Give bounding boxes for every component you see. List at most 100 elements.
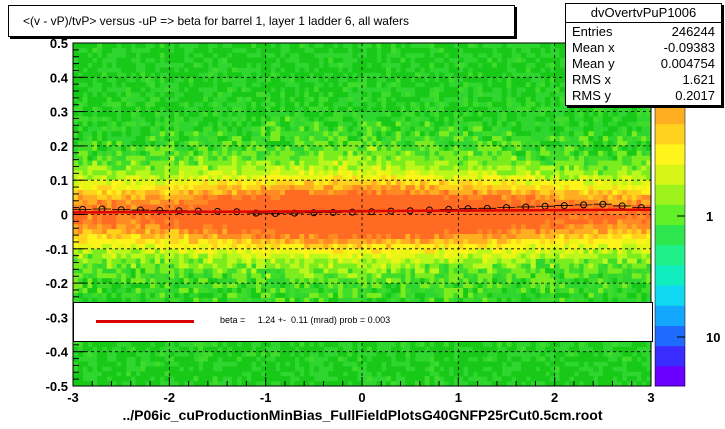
heatmap-cell (482, 57, 488, 63)
heatmap-cell (299, 67, 305, 73)
heatmap-cell (125, 253, 132, 259)
heatmap-cell (251, 111, 257, 117)
heatmap-cell (520, 248, 527, 255)
heatmap-cell (97, 248, 103, 255)
heatmap-cell (520, 234, 527, 240)
heatmap-cell (395, 248, 401, 255)
heatmap-cell (154, 57, 161, 63)
heatmap-cell (520, 361, 527, 367)
heatmap-cell (424, 131, 430, 137)
heatmap-cell (371, 82, 377, 88)
heatmap-cell (116, 239, 122, 245)
heatmap-cell (178, 288, 185, 294)
heatmap-cell (246, 258, 252, 264)
heatmap-cell (405, 278, 411, 284)
heatmap-cell (496, 47, 503, 54)
heatmap-cell (169, 77, 175, 83)
heatmap-cell (516, 141, 522, 147)
heatmap-cell (207, 258, 214, 264)
heatmap-cell (386, 361, 392, 367)
heatmap-cell (198, 341, 204, 348)
heatmap-cell (323, 199, 329, 206)
heatmap-cell (174, 175, 180, 181)
heatmap-cell (362, 96, 368, 103)
heatmap-cell (477, 175, 483, 181)
heatmap-cell (193, 185, 199, 191)
heatmap-cell (304, 214, 310, 220)
heatmap-cell (193, 145, 199, 152)
heatmap-cell (77, 175, 84, 181)
heatmap-cell (188, 175, 194, 181)
heatmap-cell (212, 283, 218, 289)
heatmap-cell (299, 52, 305, 59)
heatmap-cell (496, 361, 503, 367)
heatmap-cell (140, 204, 146, 210)
heatmap-cell (145, 194, 151, 201)
heatmap-cell (458, 371, 464, 377)
heatmap-cell (159, 356, 165, 362)
heatmap-cell (222, 121, 228, 127)
heatmap-cell (328, 160, 334, 166)
heatmap-cell (309, 57, 315, 63)
heatmap-cell (121, 204, 127, 210)
heatmap-cell (506, 253, 512, 259)
heatmap-cell (357, 180, 363, 186)
heatmap-cell (241, 219, 247, 225)
heatmap-cell (73, 62, 79, 68)
heatmap-cell (164, 160, 170, 166)
heatmap-cell (299, 248, 305, 255)
heatmap-cell (439, 180, 445, 186)
heatmap-cell (77, 253, 84, 259)
heatmap-cell (424, 82, 430, 88)
heatmap-cell (106, 381, 112, 387)
heatmap-cell (405, 141, 411, 147)
heatmap-cell (207, 204, 214, 210)
heatmap-cell (347, 239, 353, 245)
heatmap-cell (198, 243, 204, 250)
heatmap-cell (477, 155, 483, 161)
heatmap-cell (222, 170, 228, 176)
heatmap-cell (284, 106, 291, 112)
heatmap-cell (265, 141, 271, 147)
heatmap-cell (492, 268, 498, 274)
heatmap-cell (116, 190, 122, 196)
heatmap-cell (97, 268, 103, 274)
heatmap-cell (246, 141, 252, 147)
heatmap-cell (516, 214, 522, 220)
heatmap-cell (174, 214, 180, 220)
heatmap-cell (323, 194, 329, 201)
heatmap-cell (150, 136, 156, 142)
heatmap-cell (419, 278, 426, 284)
heatmap-cell (145, 341, 151, 348)
heatmap-cell (304, 194, 310, 201)
heatmap-cell (516, 209, 522, 215)
heatmap-cell (458, 62, 464, 68)
heatmap-cell (448, 185, 454, 191)
heatmap-cell (405, 155, 411, 161)
heatmap-cell (381, 82, 387, 88)
heatmap-cell (304, 371, 310, 377)
heatmap-cell (453, 199, 459, 206)
heatmap-cell (496, 72, 503, 78)
heatmap-cell (101, 381, 108, 387)
heatmap-cell (284, 175, 291, 181)
heatmap-cell (482, 371, 488, 377)
heatmap-cell (145, 204, 151, 210)
heatmap-cell (453, 194, 459, 201)
heatmap-cell (400, 268, 406, 274)
heatmap-cell (135, 229, 141, 235)
heatmap-cell (313, 234, 320, 240)
heatmap-cell (453, 361, 459, 367)
heatmap-cell (87, 219, 93, 225)
heatmap-cell (366, 204, 373, 210)
heatmap-cell (130, 170, 137, 176)
heatmap-cell (270, 131, 276, 137)
heatmap-cell (342, 253, 348, 259)
heatmap-cell (169, 194, 175, 201)
heatmap-cell (333, 141, 339, 147)
heatmap-cell (381, 185, 387, 191)
heatmap-cell (414, 96, 421, 103)
heatmap-cell (241, 116, 247, 122)
heatmap-cell (511, 92, 517, 98)
heatmap-cell (207, 165, 214, 171)
